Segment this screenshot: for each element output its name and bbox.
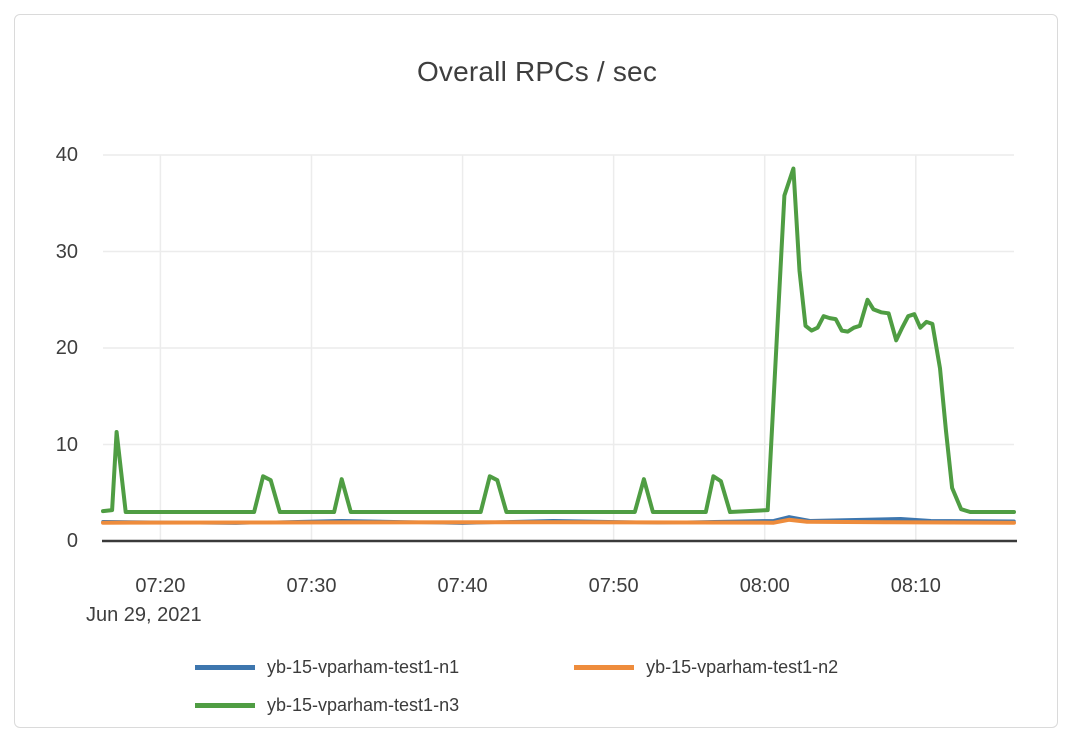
y-tick-label-20: 20 — [55, 337, 78, 359]
legend-item-yb-15-vparham-test1-n2[interactable]: yb-15-vparham-test1-n2 — [574, 657, 838, 678]
legend-row-1: yb-15-vparham-test1-n1 yb-15-vparham-test… — [195, 654, 838, 680]
y-tick-label-10: 10 — [55, 433, 78, 456]
chart-card — [14, 14, 1058, 728]
legend-label: yb-15-vparham-test1-n2 — [646, 656, 839, 677]
chart-legend: yb-15-vparham-test1-n1 yb-15-vparham-test… — [195, 654, 838, 718]
legend-swatch-icon — [195, 702, 255, 708]
x-tick-label-07:30: 07:30 — [286, 575, 337, 597]
x-axis-date-label: Jun 29, 2021 — [86, 604, 202, 626]
y-tick-label-30: 30 — [55, 240, 78, 263]
legend-item-yb-15-vparham-test1-n3[interactable]: yb-15-vparham-test1-n3 — [195, 695, 459, 716]
x-tick-label-07:20: 07:20 — [135, 575, 186, 597]
legend-label: yb-15-vparham-test1-n3 — [267, 694, 460, 715]
legend-label: yb-15-vparham-test1-n1 — [267, 656, 460, 677]
x-tick-label-07:40: 07:40 — [437, 575, 488, 597]
legend-swatch-icon — [195, 664, 255, 670]
series-line-yb-15-vparham-test1-n3 — [101, 166, 1016, 514]
chart-title: Overall RPCs / sec — [416, 56, 658, 87]
legend-row-2: yb-15-vparham-test1-n3 — [195, 692, 838, 718]
y-tick-label-0: 0 — [66, 530, 78, 552]
legend-item-yb-15-vparham-test1-n1[interactable]: yb-15-vparham-test1-n1 — [195, 657, 459, 678]
x-tick-label-07:50: 07:50 — [588, 575, 639, 597]
x-tick-label-08:10: 08:10 — [890, 575, 941, 597]
x-tick-label-08:00: 08:00 — [739, 575, 790, 597]
y-tick-label-40: 40 — [55, 144, 78, 166]
legend-swatch-icon — [574, 664, 635, 670]
series-line-yb-15-vparham-test1-n2 — [101, 517, 1016, 525]
